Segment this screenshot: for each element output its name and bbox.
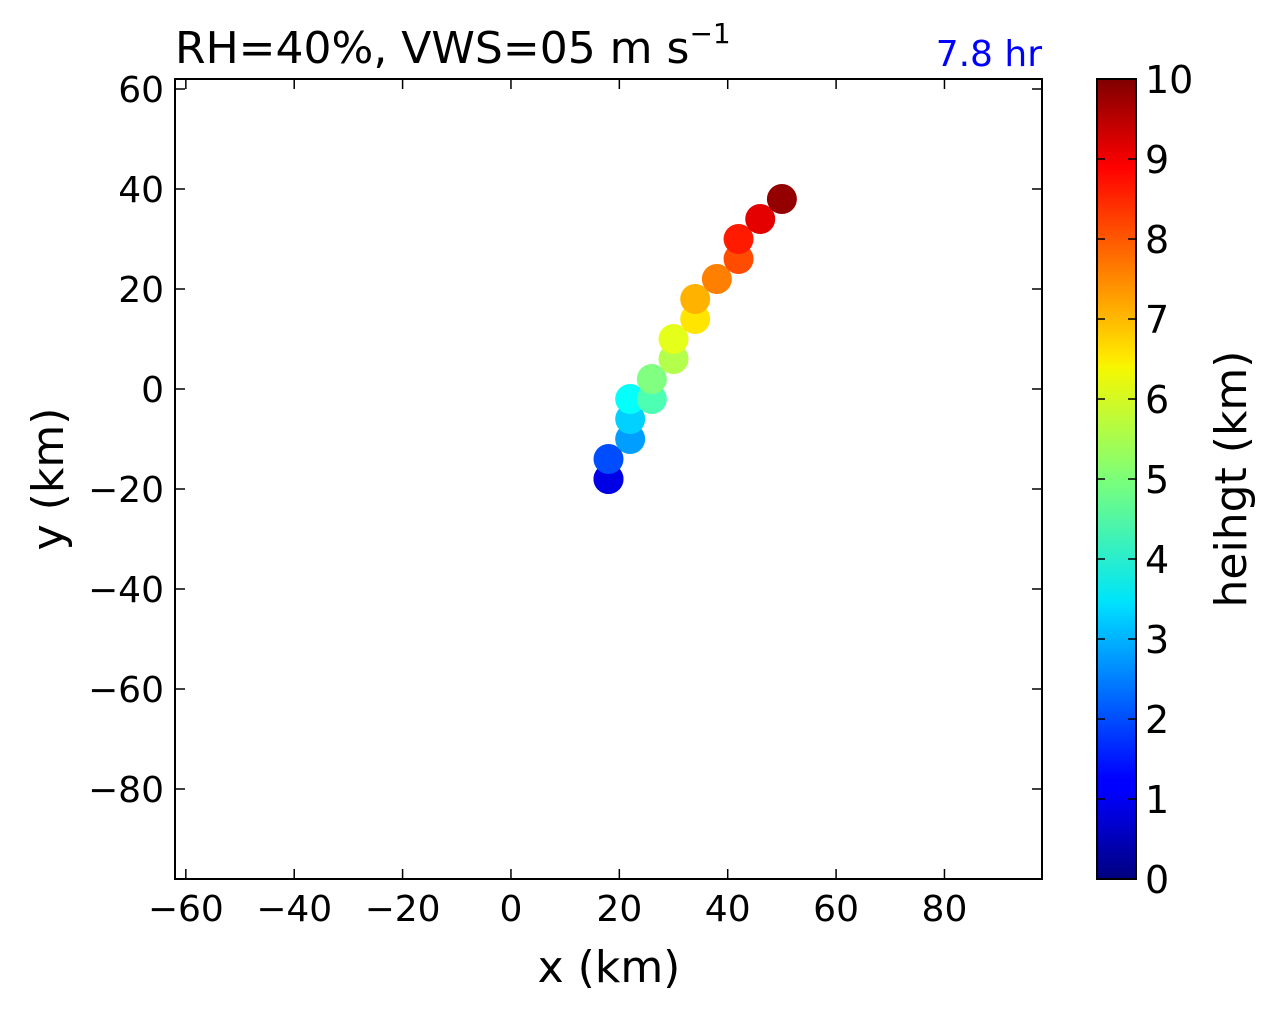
colorbar-label: heihgt (km) — [1206, 351, 1257, 608]
y-tick-label: 40 — [118, 170, 164, 211]
x-tick-label: 60 — [813, 889, 859, 930]
y-axis-label: y (km) — [23, 408, 74, 551]
y-tick-label: 20 — [118, 270, 164, 311]
chart-title: RH=40%, VWS=05 m s−1 — [175, 17, 731, 74]
scatter-point — [636, 364, 667, 394]
x-axis-label: x (km) — [538, 942, 681, 993]
scatter-point — [680, 284, 711, 314]
y-tick-label: −60 — [88, 670, 164, 711]
scatter-point — [658, 324, 689, 354]
scatter-point — [766, 184, 797, 214]
colorbar-tick-label: 1 — [1145, 778, 1169, 822]
colorbar-tick-label: 0 — [1145, 858, 1169, 902]
colorbar-tick-label: 5 — [1145, 458, 1169, 502]
x-axis: −60 −40 −20 0 20 40 60 80 — [148, 79, 968, 930]
x-tick-label: 20 — [596, 889, 642, 930]
scatter-point — [723, 224, 754, 254]
x-tick-label: −40 — [256, 889, 332, 930]
x-tick-label: 0 — [500, 889, 523, 930]
x-tick-label: −60 — [148, 889, 224, 930]
y-tick-label: 60 — [118, 70, 164, 111]
colorbar-tick-label: 3 — [1145, 618, 1169, 662]
chart-title-superscript: −1 — [689, 17, 730, 50]
scatter-point — [593, 444, 624, 474]
y-tick-label: −80 — [88, 770, 164, 811]
scatter-point — [615, 384, 646, 414]
y-axis: 60 40 20 0 −20 −40 −60 −80 — [88, 70, 1042, 811]
x-tick-label: 40 — [705, 889, 751, 930]
y-tick-label: −40 — [88, 570, 164, 611]
colorbar-tick-label: 10 — [1145, 58, 1193, 102]
x-tick-label: −20 — [365, 889, 441, 930]
x-tick-label: 80 — [922, 889, 968, 930]
chart-title-main: RH=40%, VWS=05 m s — [175, 23, 689, 74]
scatter-points — [593, 184, 797, 494]
scatter-point — [701, 264, 732, 294]
colorbar-tick-label: 8 — [1145, 218, 1169, 262]
colorbar-axis: 0 1 2 3 4 5 6 7 8 9 10 — [1097, 58, 1193, 902]
colorbar-tick-label: 7 — [1145, 298, 1169, 342]
colorbar-tick-label: 6 — [1145, 378, 1169, 422]
time-annotation: 7.8 hr — [936, 34, 1043, 75]
colorbar-tick-label: 9 — [1145, 138, 1169, 182]
colorbar-tick-label: 2 — [1145, 698, 1169, 742]
y-tick-label: −20 — [88, 470, 164, 511]
colorbar-tick-label: 4 — [1145, 538, 1169, 582]
y-tick-label: 0 — [141, 370, 164, 411]
scatter-point — [745, 204, 776, 234]
